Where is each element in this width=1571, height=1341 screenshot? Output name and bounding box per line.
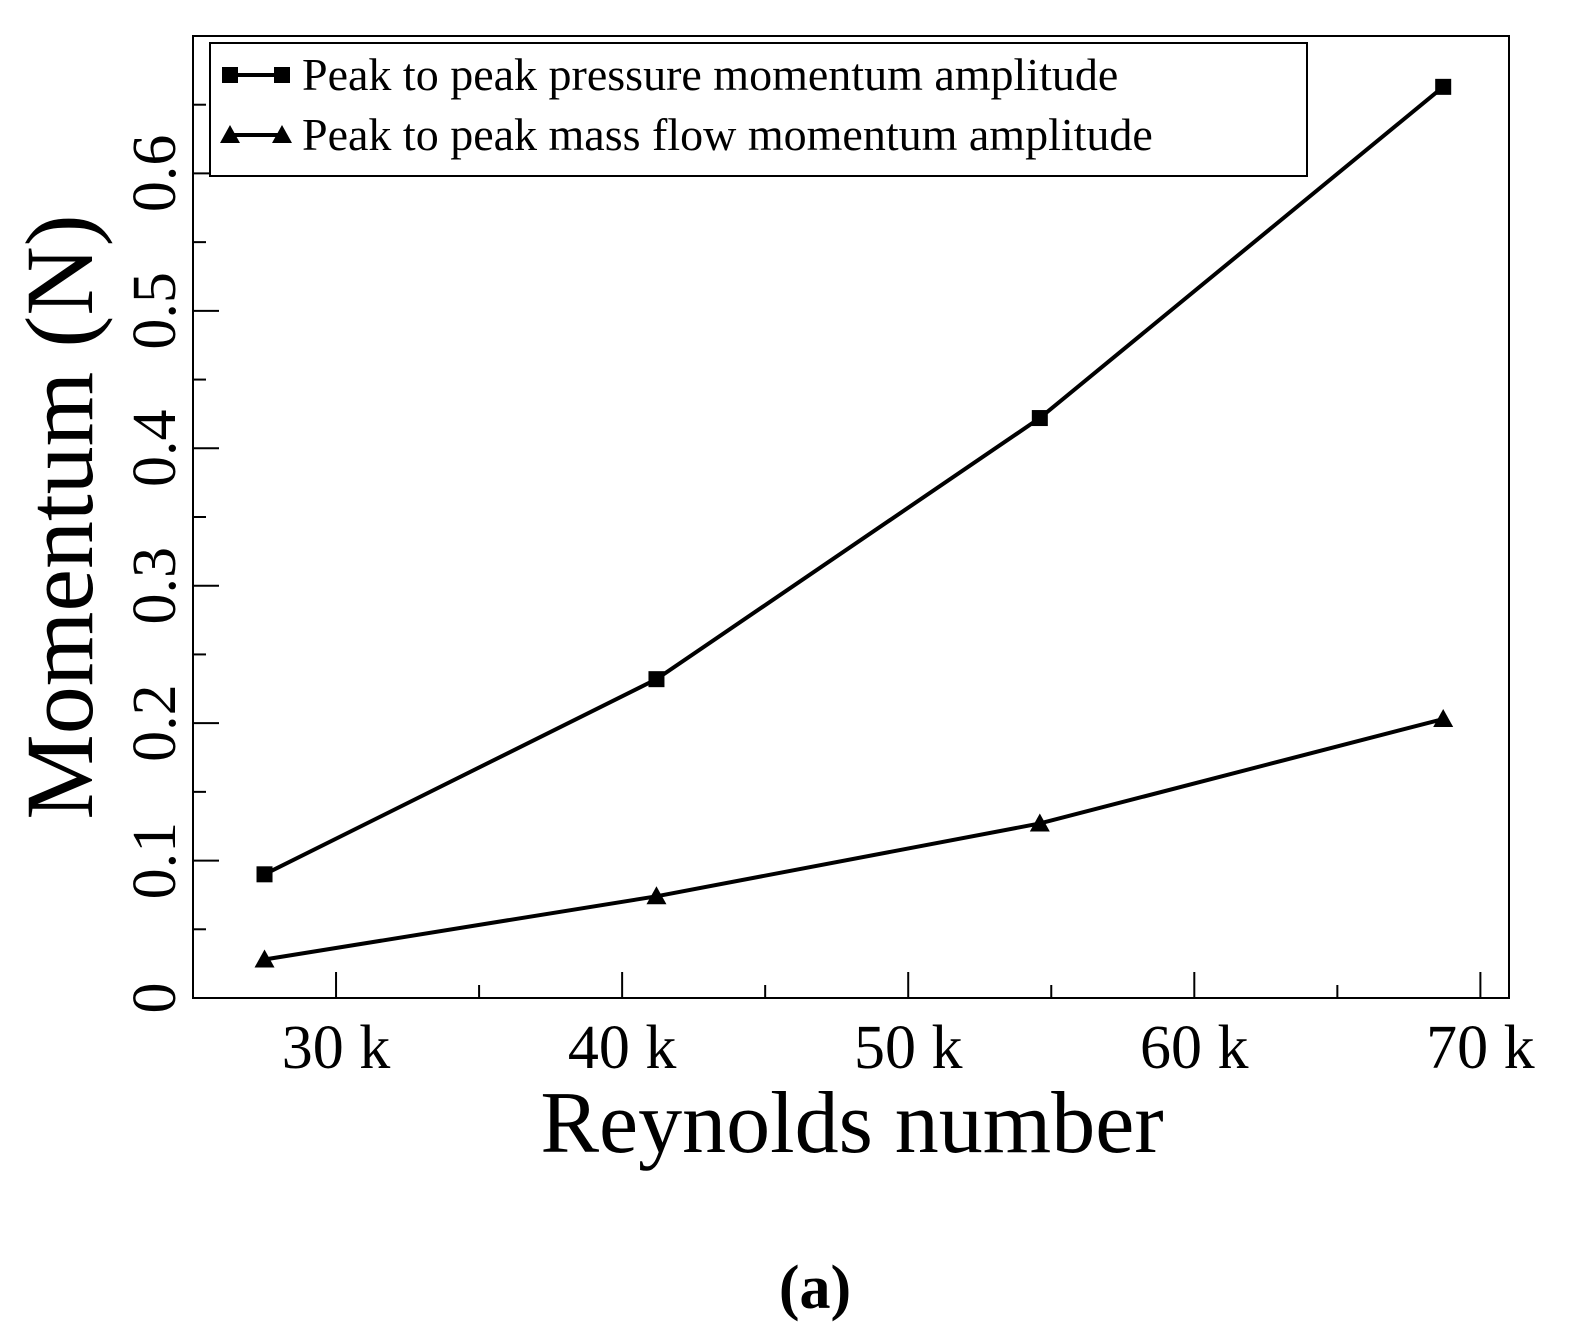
legend-label: Peak to peak mass flow momentum amplitud… xyxy=(302,109,1153,160)
marker xyxy=(222,67,238,83)
y-tick-label: 0.3 xyxy=(121,547,189,625)
marker xyxy=(1435,78,1452,95)
marker xyxy=(254,949,275,968)
series-line xyxy=(263,85,1445,877)
x-tick-label: 60 k xyxy=(1140,1014,1249,1082)
legend-box xyxy=(209,42,1308,177)
y-tick-label: 0.4 xyxy=(121,410,189,488)
legend-label: Peak to peak pressure momentum amplitude xyxy=(302,49,1118,100)
y-tick-label: 0.2 xyxy=(121,684,189,762)
x-tick-label: 40 k xyxy=(568,1014,677,1082)
y-tick-label: 0 xyxy=(121,983,189,1014)
x-tick-label: 70 k xyxy=(1426,1014,1535,1082)
y-tick-label: 0.5 xyxy=(121,272,189,350)
marker xyxy=(648,671,665,688)
series-line xyxy=(264,717,1444,962)
y-tick-label: 0.6 xyxy=(121,135,189,213)
marker xyxy=(1031,410,1048,427)
marker xyxy=(646,886,667,905)
x-tick-label: 30 k xyxy=(282,1014,391,1082)
marker xyxy=(220,125,240,143)
x-tick-label: 50 k xyxy=(854,1014,963,1082)
marker xyxy=(1029,813,1050,832)
marker xyxy=(256,866,273,883)
marker xyxy=(274,67,290,83)
y-tick-label: 0.1 xyxy=(121,822,189,900)
caption: (a) xyxy=(779,1254,851,1322)
marker xyxy=(1433,709,1454,728)
marker xyxy=(272,125,292,143)
x-axis-label: Reynolds number xyxy=(540,1075,1163,1172)
y-axis-label: Momentum (N) xyxy=(6,214,113,819)
